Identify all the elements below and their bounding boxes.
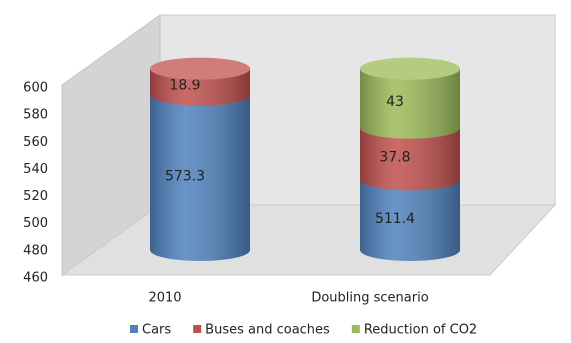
y-tick-label: 480 [23,243,48,258]
data-label: 43 [386,94,404,110]
segment-shade [150,94,250,261]
segment-shade [360,127,460,191]
cylinder-segment [360,68,460,139]
legend-swatch [351,325,360,333]
x-tick-label: 2010 [148,291,181,306]
legend-label: Reduction of CO2 [364,323,477,338]
cylinder-top [360,57,460,80]
cylinder-top-highlight [360,57,460,80]
y-tick-label: 600 [23,81,48,96]
cylinder-top-highlight [150,57,250,80]
y-tick-label: 540 [23,162,48,177]
cylinder-segment [360,179,460,261]
cylinder-segment [360,127,460,191]
legend-swatch [130,325,138,333]
y-tick-label: 580 [23,108,48,123]
y-tick-label: 500 [23,216,48,231]
legend-label: Buses and coaches [205,323,330,338]
data-label: 37.8 [379,150,410,166]
y-tick-label: 560 [23,135,48,150]
y-tick-label: 520 [23,189,48,204]
cylinder-segment [150,94,250,261]
data-label: 573.3 [165,168,205,184]
legend-swatch [193,325,202,333]
x-tick-label: Doubling scenario [311,291,428,306]
segment-shade [360,68,460,139]
y-tick-label: 460 [23,271,48,286]
cylinder-top [150,57,250,80]
segment-shade [360,179,460,261]
legend-label: Cars [142,323,171,338]
data-label: 511.4 [375,211,415,227]
data-label: 18.9 [169,78,200,94]
